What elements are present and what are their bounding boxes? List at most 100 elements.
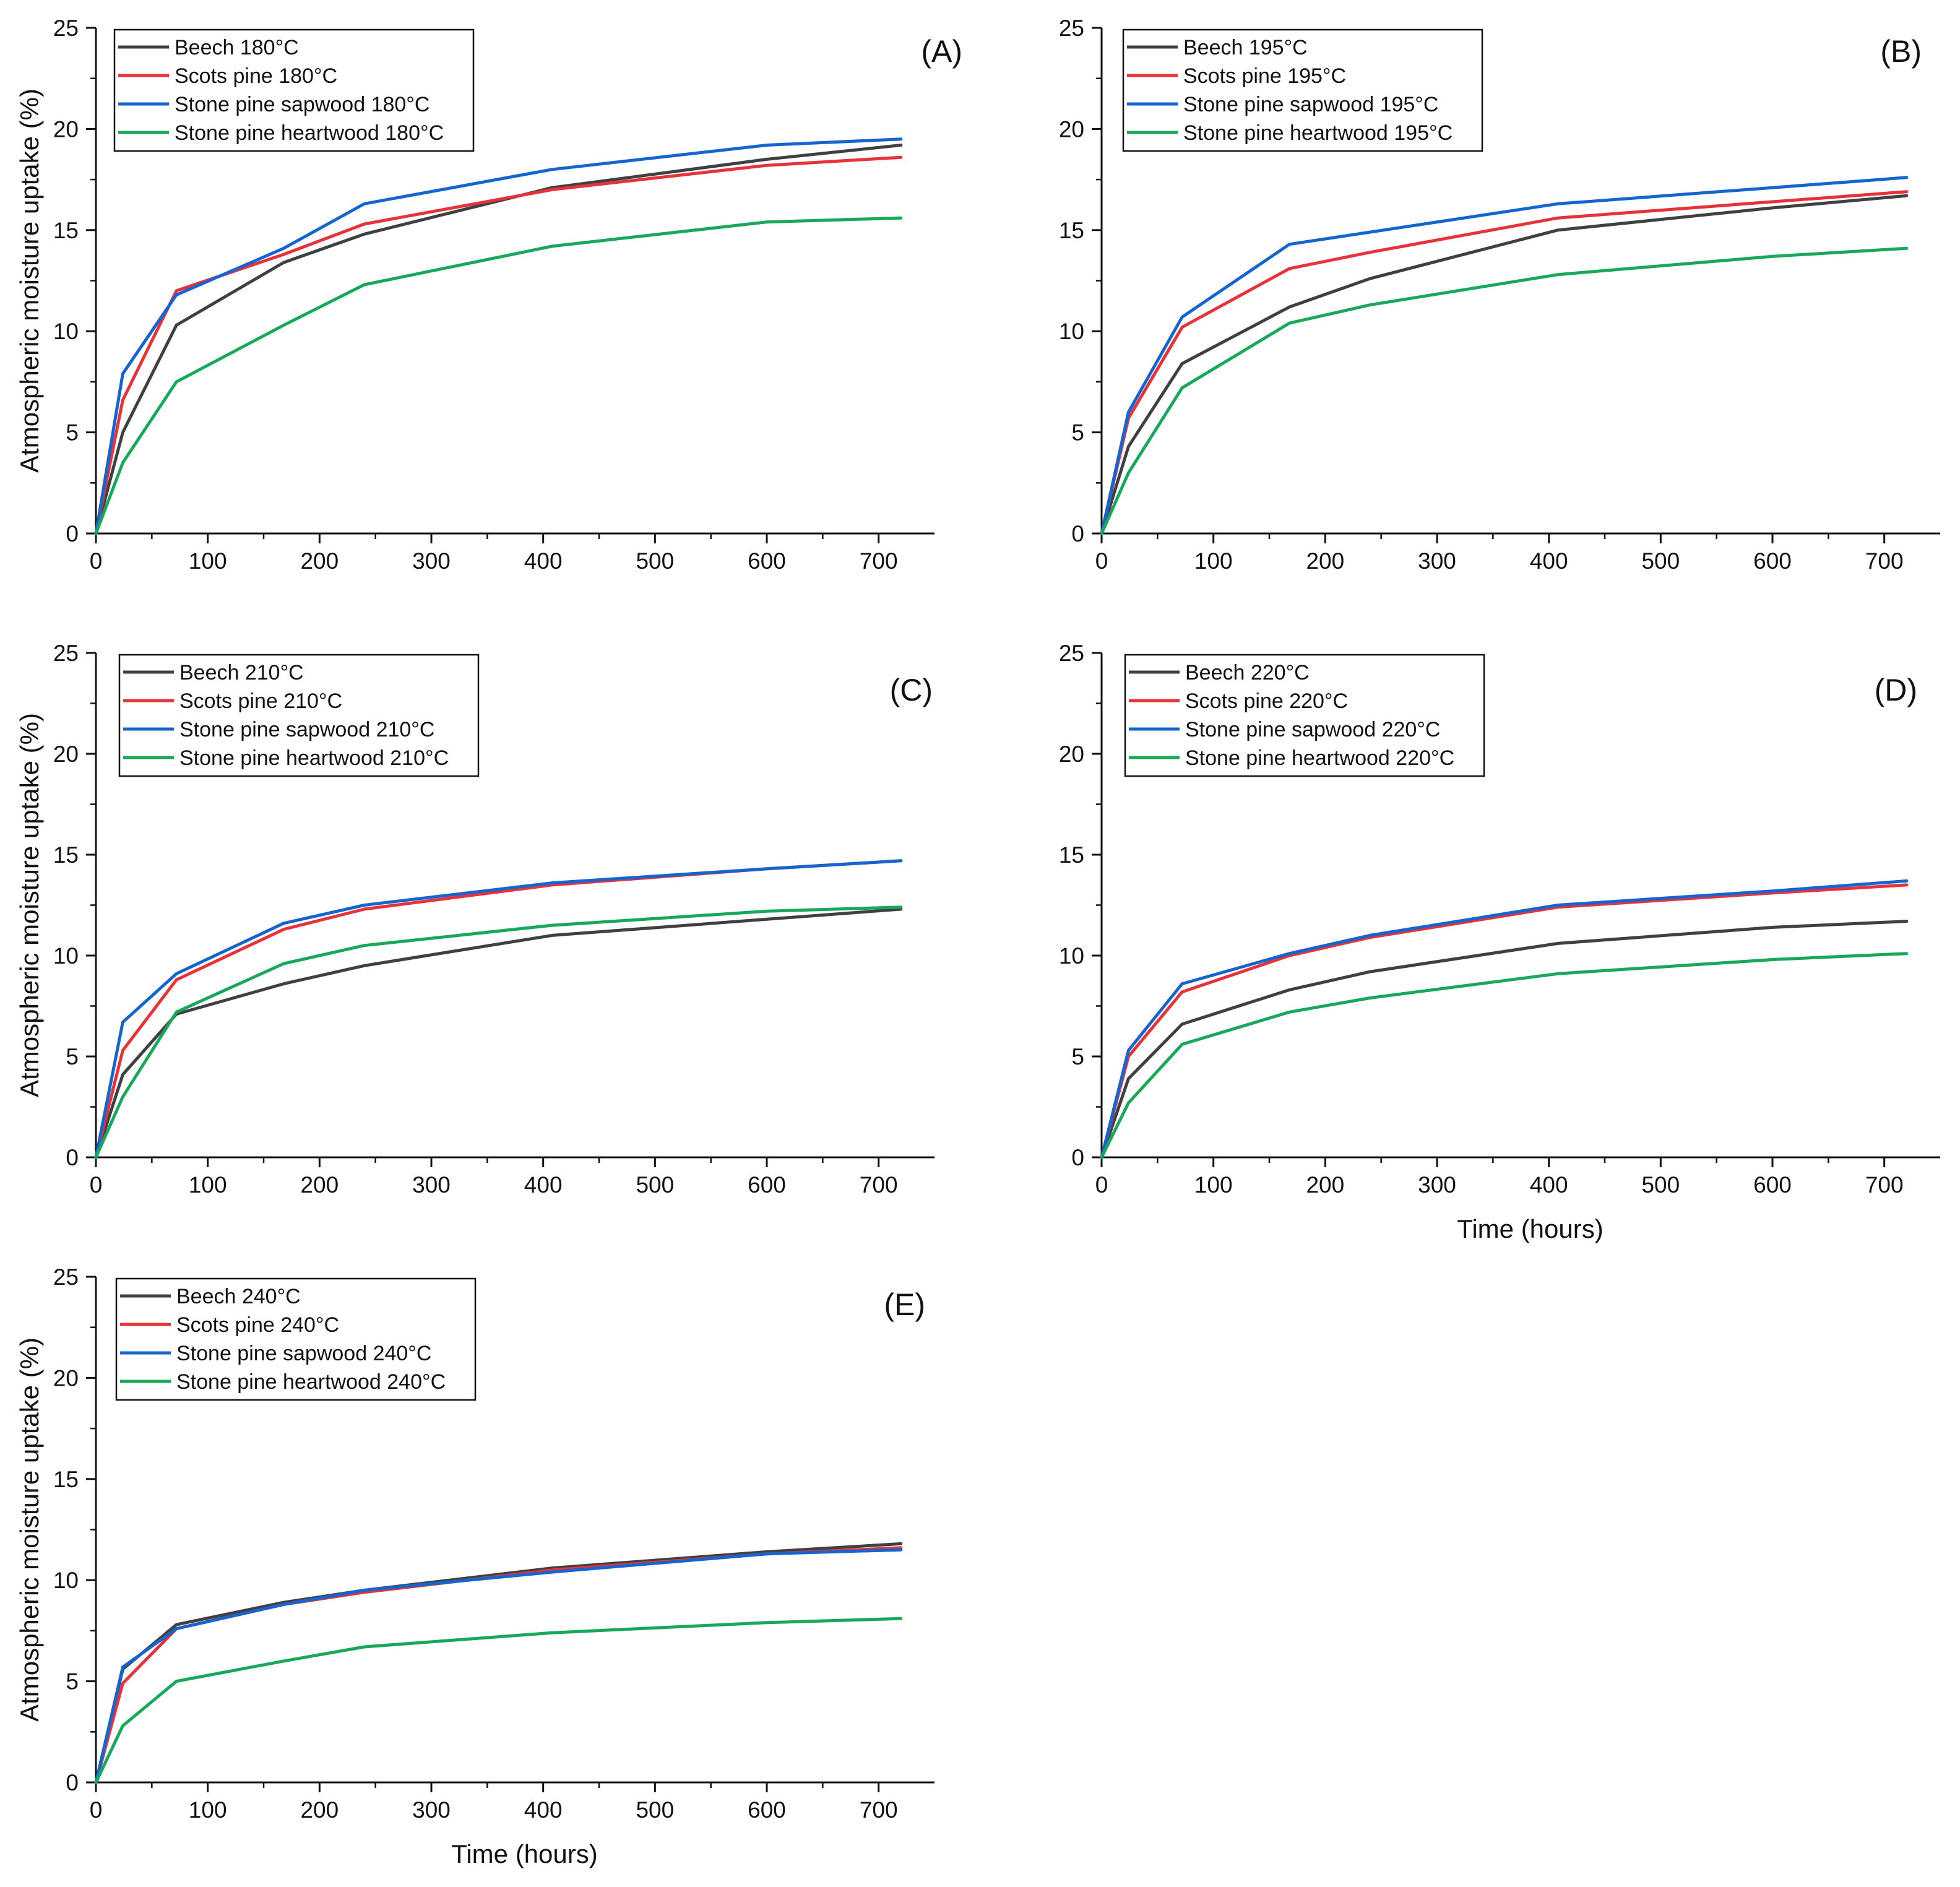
x-tick-label: 0	[90, 1172, 103, 1198]
series-line-stone-pine-heartwood	[94, 1617, 903, 1784]
y-tick-label: 15	[53, 842, 79, 868]
panel-label: (D)	[1875, 673, 1917, 707]
x-tick-label: 500	[1641, 548, 1680, 574]
y-tick-label: 5	[66, 1044, 79, 1069]
legend-label: Scots pine 220°C	[1185, 689, 1348, 713]
x-tick-label: 0	[90, 548, 103, 574]
x-tick-label: 100	[1194, 1172, 1233, 1198]
chart-panel-a: 0 100 200 300 400 500 600 700 0 5 10 15 20 25 Atmosphe…	[15, 15, 962, 574]
y-tick-label: 5	[1071, 420, 1084, 446]
legend: Beech 240°C Scots pine 240°C Stone pine sa…	[115, 1277, 477, 1401]
x-tick-label: 400	[524, 1797, 563, 1823]
legend-label: Stone pine heartwood 195°C	[1183, 121, 1453, 145]
legend: Beech 220°C Scots pine 220°C Stone pine sa…	[1124, 654, 1485, 777]
legend-label: Stone pine heartwood 180°C	[175, 121, 444, 145]
x-tick-label: 600	[1753, 548, 1792, 574]
series-line-scots-pine	[1100, 883, 1909, 1159]
x-tick-label: 400	[524, 548, 563, 574]
panel-label: (E)	[884, 1287, 925, 1322]
y-tick-label: 20	[1059, 116, 1084, 142]
legend-label: Scots pine 195°C	[1183, 64, 1346, 88]
chart-panel-d: 0 100 200 300 400 500 600 700 0 5 10 15 20 25 Time (ho…	[1059, 641, 1940, 1243]
legend-label: Stone pine sapwood 240°C	[176, 1342, 431, 1365]
x-tick-label: 200	[1306, 1172, 1344, 1198]
legend-label: Beech 240°C	[176, 1285, 301, 1308]
x-tick-label: 600	[1753, 1172, 1792, 1198]
y-tick-label: 0	[66, 1770, 79, 1795]
legend-label: Scots pine 210°C	[179, 689, 342, 713]
x-tick-label: 300	[1418, 548, 1456, 574]
x-tick-label: 200	[300, 1172, 339, 1198]
x-tick-label: 100	[189, 1172, 227, 1198]
series-line-stone-pine-sapwood	[94, 859, 903, 1159]
y-tick-label: 10	[1059, 943, 1084, 969]
legend-frame	[113, 28, 475, 152]
y-tick-label: 15	[1059, 842, 1084, 868]
legend-label: Stone pine heartwood 220°C	[1185, 746, 1454, 770]
series-line-beech	[94, 1542, 903, 1784]
series-line-stone-pine-heartwood	[1100, 246, 1909, 535]
x-axis-title: Time (hours)	[451, 1839, 597, 1868]
legend-label: Stone pine sapwood 210°C	[179, 718, 434, 741]
x-tick-label: 600	[748, 1172, 786, 1198]
legend-label: Beech 210°C	[179, 661, 304, 684]
y-tick-label: 5	[1071, 1044, 1084, 1069]
y-tick-label: 25	[1059, 15, 1084, 41]
legend-label: Scots pine 240°C	[176, 1313, 339, 1337]
chart-panel-e: 0 100 200 300 400 500 600 700 0 5 10 15 20 25 Atmosphe…	[15, 1264, 935, 1868]
chart-panel-b: 0 100 200 300 400 500 600 700 0 5 10 15 20 25 Beech 19…	[1059, 15, 1940, 574]
x-tick-label: 100	[1194, 548, 1233, 574]
y-axis-title: Atmospheric moisture uptake (%)	[15, 713, 44, 1097]
x-tick-label: 0	[1095, 548, 1108, 574]
x-tick-label: 300	[412, 548, 451, 574]
series-line-stone-pine-heartwood	[1100, 952, 1909, 1159]
panel-label: (C)	[890, 673, 933, 707]
x-tick-label: 300	[412, 1797, 451, 1823]
y-tick-label: 0	[66, 521, 79, 546]
x-tick-label: 500	[636, 548, 674, 574]
chart-panel-c: 0 100 200 300 400 500 600 700 0 5 10 15 20 25 Atmosphe…	[15, 641, 935, 1198]
y-tick-label: 20	[53, 1365, 79, 1391]
x-tick-label: 200	[300, 548, 339, 574]
series-line-beech	[1100, 920, 1909, 1159]
x-tick-label: 700	[860, 1797, 898, 1823]
legend-frame	[1122, 28, 1483, 152]
x-tick-label: 500	[1641, 1172, 1680, 1198]
series-line-beech	[94, 144, 903, 535]
x-tick-label: 400	[1530, 548, 1568, 574]
y-tick-label: 25	[53, 641, 79, 666]
legend-label: Stone pine heartwood 240°C	[176, 1370, 446, 1394]
series-line-stone-pine-heartwood	[94, 905, 903, 1159]
y-axis-title: Atmospheric moisture uptake (%)	[15, 89, 44, 473]
legend-label: Stone pine sapwood 195°C	[1183, 93, 1438, 116]
series-line-beech	[94, 907, 903, 1159]
y-tick-label: 10	[53, 943, 79, 969]
x-tick-label: 0	[90, 1797, 103, 1823]
y-tick-label: 20	[1059, 741, 1084, 767]
x-tick-label: 500	[636, 1172, 674, 1198]
x-tick-label: 600	[748, 1797, 786, 1823]
legend-label: Stone pine sapwood 220°C	[1185, 718, 1440, 741]
legend-label: Beech 220°C	[1185, 661, 1310, 684]
panel-label: (B)	[1880, 34, 1922, 69]
y-tick-label: 0	[1071, 1145, 1084, 1170]
x-tick-label: 400	[524, 1172, 563, 1198]
x-tick-label: 700	[860, 1172, 898, 1198]
legend-label: Beech 180°C	[175, 36, 299, 59]
y-tick-label: 25	[1059, 641, 1084, 666]
legend-label: Stone pine heartwood 210°C	[179, 746, 449, 770]
x-tick-label: 100	[189, 548, 227, 574]
y-tick-label: 0	[66, 1145, 79, 1170]
legend-frame	[115, 1277, 477, 1401]
y-tick-label: 5	[66, 1669, 79, 1695]
x-tick-label: 600	[748, 548, 786, 574]
series-line-scots-pine	[94, 859, 903, 1159]
legend-frame	[118, 654, 480, 777]
series-line-scots-pine	[1100, 190, 1909, 535]
panel-label: (A)	[921, 34, 962, 69]
legend-frame	[1124, 654, 1485, 777]
series-line-stone-pine-sapwood	[94, 1548, 903, 1784]
y-tick-label: 20	[53, 741, 79, 767]
y-tick-label: 15	[53, 1467, 79, 1492]
